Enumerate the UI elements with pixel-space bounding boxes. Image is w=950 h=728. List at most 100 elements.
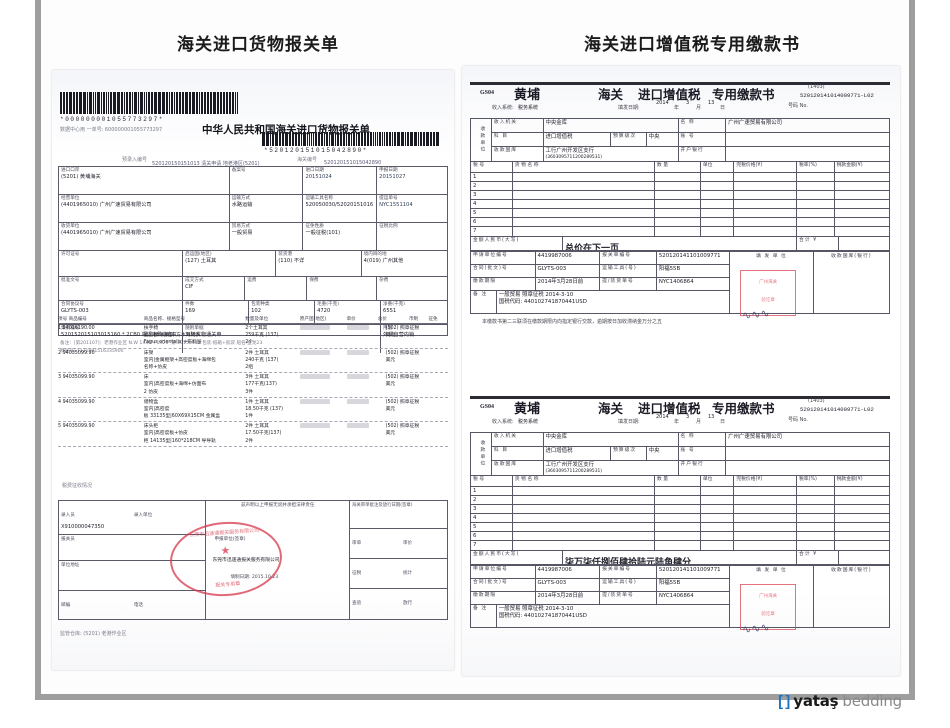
cert-info-rows: 收入机关 中央金库名 称广州广速贸易有限公司科 目进口增值税 预算级次 中央账 号收款… [491,119,889,161]
field-label: 批准文号 [61,278,80,283]
goods-row: 3 [471,191,889,200]
goods-col-header: 数 量 [655,162,701,172]
redacted-value [346,374,369,380]
field-label: 装货港 [278,252,293,257]
cert-info-row: 科 目进口增值税 预算级次 中央账 号 [491,447,889,461]
goods-name [513,191,655,199]
declaration-barcode-caption: 数据中心用 一单号: 600000001055773297 [60,127,163,133]
goods-no: 4 [471,514,513,522]
goods-amount [835,227,889,236]
field-label: 经营单位 [61,196,80,201]
goods-unit [701,173,735,181]
vessel-no: 阳福55B [658,580,681,586]
cert-note-row: 备 注一般贸易 照章征税 2014-3-10 国税代码: 440102741870… [471,605,729,627]
item-code: 94035099.90 [62,424,95,430]
cert-red-stamp: 广州海关 验讫章 [740,584,797,630]
vat-certificates-document: GS04 黄埔 海关 进口增值税 专用缴款书 (1403) 5201201410140097… [462,66,900,676]
item-qty-2: 18.50千克 (137) [245,406,283,412]
entry-code: X910000047350 [61,524,105,530]
customs-approval-label: 海关审单批注及放行日期(签章) [351,503,413,508]
goods-price [734,173,797,181]
field-transport-mode: 运输方式 水路运输 [230,195,304,222]
goods-no: 7 [471,541,513,550]
item-name: 扶手椅 [143,326,159,331]
cert-field-label: 科 目 [492,133,544,146]
col-currency: 币制 [408,317,419,322]
redacted-value [299,325,330,330]
customs-cell-label: 统计 [402,571,413,576]
cert-note-row: 备 注一般贸易 照章征税 2014-3-10 国税代码: 440102741870… [471,291,729,313]
item-name: 床架 [143,350,154,356]
applicant-label: 申请单位编号 [471,252,536,264]
cert-payer-label: 名 称 [679,119,727,132]
item-currency: 美元 [385,382,396,388]
goods-amount [835,523,889,531]
goods-row: 2 [471,496,889,505]
goods-qty [655,227,701,236]
cert-bottom-block: 申请单位编号 4419987006 报关单编号 520120141101009771 合… [471,251,889,322]
field-package-type: 包装种类 102 [249,301,316,324]
goods-col-header: 税率(%) [797,162,835,172]
item-qty-1: 1件 土耳其 [245,399,269,405]
footer-entry-col: 录入员 录入单位 X910000047350 报关员 单位地址 邮编 电话 [59,501,207,619]
field-value: 520152015103015160 * 2CB0 相近电购装备II [61,331,176,338]
goods-name [513,496,655,504]
field-value: CIF [185,283,194,290]
items-table-body: 1 94016190.00 扶手椅 室内|榉木质(东方水青冈木 Fagus orien… [58,324,448,447]
field-value: 4720 [317,307,331,314]
item-qty-2: 259千克 (137) [245,333,279,339]
goods-no: 2 [471,182,513,190]
cert-serial: 520120141014009771-L02 [800,92,874,99]
goods-qty [655,173,701,181]
item-qty-2: 17.50千克(137) [245,431,282,437]
cert-field-label2: 预算级次 [611,133,647,146]
item-spec2: 2 仿皮 [143,389,158,395]
seal-star-icon: ★ [220,544,231,558]
seal-label: 申报单位(签章) [214,536,246,542]
cert-stamp-text: 广州海关 [759,280,778,285]
goods-unit [701,514,735,522]
cert-filler-unit: 填 发 单 位广州海关 验讫章 ∿∿∿ [730,252,814,322]
cert-payer-value [726,447,889,460]
field-value: 520050030/52020151016 [305,201,374,208]
goods-col-header: 数 量 [655,476,701,486]
item-spec1: 室内|高密度板+海绵+仿面布 [143,382,207,388]
cert-field-value: 工行广州开发区支行 (3603095711200289531) [544,147,679,161]
zip-label: 邮编 [61,603,71,608]
field-waybill-no: 提运单号 NYC1551104 [377,195,447,222]
item-tax-cell: (502) 照章征税 美元 [386,350,448,372]
item-tax-cell: (502) 照章征税 美元 [386,325,448,347]
field-label: 进口日期 [305,168,324,173]
vat-certificate: GS04 黄埔 海关 进口增值税 专用缴款书 (1403) 5201201410140097… [470,396,890,636]
applicant-no: 4419987006 [536,566,601,578]
item-name-cell: 储物盒 室内|高密度板 33135型|60X69X15CM 金属盒 [144,399,245,421]
item-no: 1 [58,326,62,331]
item-unit-price-cell [346,374,386,396]
cert-header: GS04 黄埔 海关 进口增值税 专用缴款书 (1403) 5201201410140097… [470,82,890,118]
goods-amount [835,505,889,513]
declaration-grid-row: 进口口岸 (5201) 黄埔海关 备案号 进口日期 20151024 申报日期 … [59,167,447,195]
goods-name [513,541,655,550]
cert-field-value: 中央金库 [544,433,679,446]
declaration-footer-grid: 录入员 录入单位 X910000047350 报关员 单位地址 邮编 电话 [58,500,448,620]
right-title-cell: 海关进口增值税专用缴款书 [475,22,909,62]
goods-rate [797,487,835,495]
declaration-statement: 兹声明以上申报无讹并承担法律责任 [240,503,315,508]
item-code-cell: 3 94035099.90 [58,374,144,396]
item-unit-price-cell [346,349,386,372]
decl-no-label: 报关单编号 [600,252,657,264]
note-body: 一般贸易 照章征税 2014-3-10 国税代码: 440102741870441… [498,606,587,620]
cert-refs: 申请单位编号 4419987006 报关单编号 520120141101009771 合… [471,566,731,627]
item-code-cell: 5 94035099.90 [58,423,144,445]
field-label: 运输方式 [231,196,251,201]
field-value: 6551 [383,307,397,314]
item-currency: 美元 [385,406,396,412]
cert-field-value: 进口增值税 [544,133,611,146]
goods-price [734,227,797,236]
bracket-icon: [ ] [778,693,790,710]
item-currency: 美元 [385,333,396,339]
goods-no: 7 [471,227,513,236]
declaration-grid-row: 收货单位 (4401965010) 广州广速贸易有限公司 贸易方式 一般贸易 征… [59,223,447,251]
goods-col-header: 货 物 名 称 [513,162,655,172]
cert-payer-value: 广州广速贸易有限公司 [728,434,783,440]
